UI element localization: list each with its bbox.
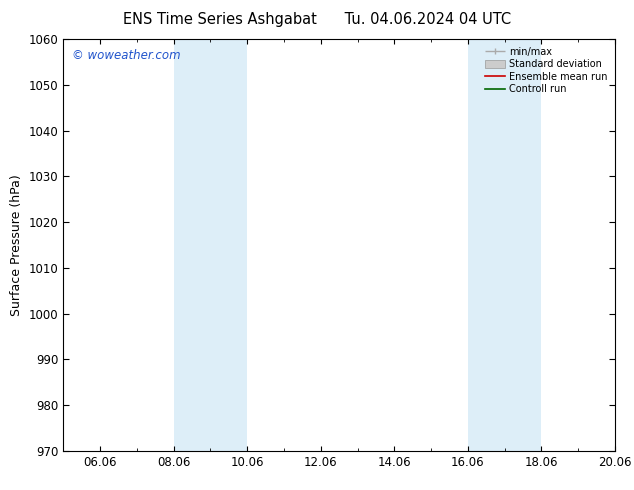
Y-axis label: Surface Pressure (hPa): Surface Pressure (hPa) [10, 174, 23, 316]
Text: ENS Time Series Ashgabat      Tu. 04.06.2024 04 UTC: ENS Time Series Ashgabat Tu. 04.06.2024 … [123, 12, 511, 27]
Legend: min/max, Standard deviation, Ensemble mean run, Controll run: min/max, Standard deviation, Ensemble me… [482, 44, 610, 97]
Bar [174, 39, 247, 451]
Bar [468, 39, 541, 451]
Text: © woweather.com: © woweather.com [72, 49, 180, 63]
